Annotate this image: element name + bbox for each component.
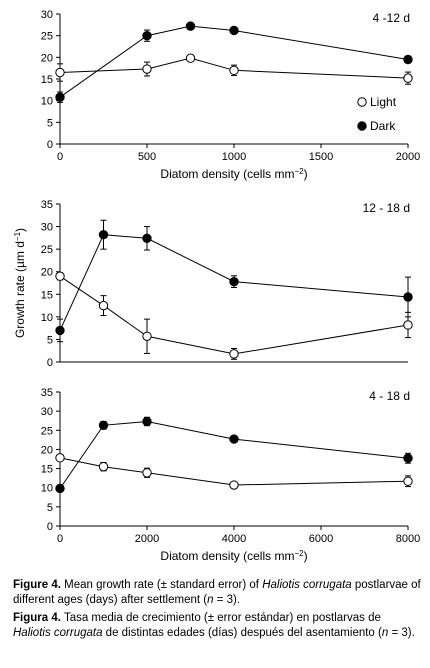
x-tick-label: 1000 <box>222 151 246 163</box>
y-tick-label: 20 <box>41 267 53 279</box>
data-point-dark <box>185 21 196 31</box>
y-tick-label: 15 <box>41 289 53 301</box>
legend: Light Dark <box>357 95 397 133</box>
y-tick-label: 30 <box>41 9 53 21</box>
data-point-light <box>55 67 65 78</box>
data-point-light <box>229 480 239 490</box>
data-point-light <box>142 331 152 341</box>
data-point-dark <box>98 420 109 431</box>
data-point-light <box>229 65 239 76</box>
y-tick-label: 35 <box>41 387 53 399</box>
y-tick-label: 15 <box>41 74 53 86</box>
legend-label-dark: Dark <box>370 119 396 133</box>
data-point-light <box>55 453 65 463</box>
data-point-light <box>185 53 196 63</box>
data-point-light <box>98 300 109 311</box>
species-name: Haliotis corrugata <box>13 627 103 639</box>
series-dark <box>55 416 413 494</box>
legend-marker-dark <box>357 121 367 131</box>
data-point-dark <box>55 92 65 102</box>
y-tick-label: 10 <box>41 312 53 324</box>
legend-label-light: Light <box>370 95 397 109</box>
data-point-dark <box>229 276 239 287</box>
series-light <box>55 453 413 490</box>
legend-marker-light <box>357 97 367 107</box>
data-point-dark <box>403 54 413 65</box>
data-point-light <box>55 271 65 281</box>
x-axis-title: Diatom density (cells mm−2) <box>160 167 307 181</box>
x-tick-label: 2000 <box>135 533 159 545</box>
series-dark <box>55 219 413 343</box>
data-point-dark <box>403 453 413 463</box>
figure-caption-spanish: Figura 4. Tasa media de crecimiento (± e… <box>13 611 421 641</box>
data-point-light <box>98 461 109 472</box>
chart-panel-3: 0 5 10 15 20 25 30 35 0 2000 4000 6000 8000 4 - 18 d <box>41 387 420 545</box>
figure-caption-english: Figure 4. Mean growth rate (± standard e… <box>13 578 421 608</box>
data-point-light <box>403 476 413 486</box>
chart-panel-2: 0 5 10 15 20 25 30 35 12 - 18 d <box>41 199 413 369</box>
panel-label: 4 -12 d <box>373 11 410 25</box>
data-point-dark <box>55 483 65 494</box>
data-point-light <box>229 349 239 359</box>
y-tick-label: 30 <box>41 222 53 234</box>
y-tick-label: 0 <box>47 139 53 151</box>
x-tick-label: 8000 <box>396 533 420 545</box>
data-point-dark <box>403 292 413 302</box>
y-tick-label: 35 <box>41 199 53 211</box>
figure-caption-english-text: Mean growth rate (± standard error) of H… <box>13 579 421 606</box>
data-point-dark <box>142 416 152 427</box>
x-tick-label: 0 <box>57 151 63 163</box>
species-name: Haliotis corrugata <box>262 579 352 591</box>
y-tick-label: 25 <box>41 425 53 437</box>
data-point-light <box>142 468 152 478</box>
y-tick-label: 0 <box>47 357 53 369</box>
panel-label: 4 - 18 d <box>369 389 410 403</box>
x-tick-label: 4000 <box>222 533 246 545</box>
figure-caption-spanish-label: Figura 4. <box>13 612 61 624</box>
data-point-dark <box>142 30 152 41</box>
x-tick-label: 0 <box>57 533 63 545</box>
figure-caption-spanish-text: Tasa media de crecimiento (± error están… <box>13 612 415 639</box>
x-tick-label: 500 <box>138 151 156 163</box>
figure-caption-english-label: Figure 4. <box>13 579 61 591</box>
y-tick-label: 0 <box>47 521 53 533</box>
y-tick-label: 5 <box>47 502 53 514</box>
y-tick-label: 25 <box>41 31 53 43</box>
data-point-dark <box>142 233 152 244</box>
data-point-dark <box>229 434 239 444</box>
y-tick-label: 25 <box>41 244 53 256</box>
series-dark <box>55 21 413 103</box>
y-tick-label: 30 <box>41 406 53 418</box>
x-tick-label: 6000 <box>309 533 333 545</box>
series-line-dark <box>59 420 409 489</box>
y-axis-title: Growth rate (µm d−1) <box>13 228 27 338</box>
series-line-dark <box>59 25 409 98</box>
y-tick-label: 5 <box>47 334 53 346</box>
y-tick-label: 10 <box>41 96 53 108</box>
y-tick-label: 20 <box>41 444 53 456</box>
chart-panel-1: 0 5 10 15 20 25 30 0 500 1000 1500 2000 4 -12 d Light… <box>41 9 420 163</box>
y-tick-label: 20 <box>41 52 53 64</box>
data-point-light <box>142 64 152 74</box>
data-point-dark <box>98 229 109 240</box>
data-point-light <box>403 73 413 83</box>
sample-size-symbol: n <box>207 594 214 606</box>
sample-size-symbol: n <box>381 627 389 639</box>
x-tick-label: 2000 <box>396 151 420 163</box>
y-tick-label: 10 <box>41 483 53 495</box>
x-tick-label: 1500 <box>309 151 333 163</box>
y-tick-label: 15 <box>41 464 53 476</box>
data-point-dark <box>229 25 239 36</box>
y-tick-label: 5 <box>47 117 53 129</box>
data-point-dark <box>55 325 65 336</box>
panel-label: 12 - 18 d <box>363 201 410 215</box>
series-light <box>55 53 413 85</box>
x-axis-title: Diatom density (cells mm−2) <box>160 549 307 563</box>
data-point-light <box>403 320 413 330</box>
